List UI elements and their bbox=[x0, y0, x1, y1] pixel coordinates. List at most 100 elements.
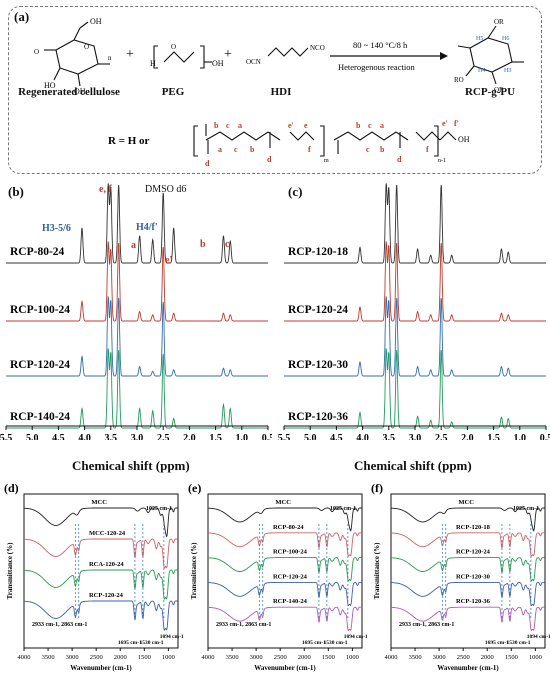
nmr-annot-h356: H3-5/6 bbox=[42, 223, 71, 234]
r-e1: e bbox=[304, 121, 308, 130]
nmr-tick-label: 4.0 bbox=[78, 433, 91, 440]
ftir-tick-label: 2000 bbox=[114, 654, 127, 661]
product-name: RCP-g-PU bbox=[464, 86, 516, 98]
peg-h: H bbox=[150, 59, 156, 68]
r-a2: a bbox=[380, 121, 384, 130]
nmr-tick-label: 2.0 bbox=[183, 433, 196, 440]
nmr-tick-label: 4.0 bbox=[356, 433, 369, 440]
ftir-series-label: RCA-120-24 bbox=[89, 561, 124, 568]
ftir-series-label: RCP-120-24 bbox=[89, 592, 124, 599]
ftir-tick-label: 3000 bbox=[433, 654, 446, 661]
h4-label: H4 bbox=[478, 68, 485, 74]
nmr-series-label: RCP-120-24 bbox=[10, 359, 70, 371]
ftir-frame bbox=[207, 493, 363, 649]
nmr-annot-c: c bbox=[225, 239, 230, 250]
reaction-scheme: OH O O HO OH n + H O OH + OCN NCO 80 ~ 1… bbox=[34, 17, 524, 168]
r-a3: a bbox=[218, 145, 222, 154]
nmr-series-label: RCP-120-30 bbox=[288, 359, 348, 371]
nmr-series-label: RCP-120-36 bbox=[288, 411, 348, 423]
cellulose-oh-bottom: OH bbox=[74, 87, 86, 96]
ftir-tick-label: 1000 bbox=[346, 654, 359, 661]
cellulose-ho: HO bbox=[44, 81, 56, 90]
ftir-tick-label: 1500 bbox=[505, 654, 518, 661]
r-f2: f bbox=[426, 145, 429, 154]
ftir-ylabel: Transmittance (%) bbox=[373, 542, 381, 599]
nmr-series-line bbox=[6, 183, 268, 264]
nmr-tick-label: 4.5 bbox=[52, 433, 65, 440]
ftir-series-label: RCP-120-36 bbox=[456, 598, 491, 605]
ftir-chart-f: MCC RCP-120-18 RCP-120-24 RCP-120-30 RCP-120… bbox=[371, 481, 550, 672]
ftir-annot-1695: 1695 cm-1 bbox=[302, 640, 326, 646]
plus-2: + bbox=[224, 47, 232, 62]
ftir-tick-label: 2000 bbox=[481, 654, 494, 661]
ftir-annot-1025: 1025 cm-1 bbox=[513, 506, 539, 512]
panel-a-frame bbox=[8, 6, 542, 174]
ftir-series-line bbox=[391, 557, 545, 582]
hdi-ocn: OCN bbox=[246, 58, 261, 66]
cellulose-structure bbox=[44, 21, 110, 87]
ftir-series-line bbox=[24, 507, 178, 538]
nmr-series-line bbox=[284, 183, 546, 264]
ftir-series-label: RCP-120-30 bbox=[456, 573, 490, 580]
nmr-annot-b: b bbox=[200, 239, 206, 250]
r-b4: b bbox=[380, 145, 385, 154]
product-or-top: OR bbox=[494, 18, 504, 26]
ftir-tick-label: 4000 bbox=[202, 654, 215, 661]
ftir-annot-2933: 2933 cm-1, 2863 cm-1 bbox=[216, 622, 271, 628]
nmr-series-label: RCP-80-24 bbox=[10, 246, 65, 258]
ftir-panel-label: (f) bbox=[371, 481, 383, 495]
ftir-series-line bbox=[391, 532, 545, 557]
nmr-series-label: RCP-100-24 bbox=[10, 304, 70, 316]
h6-label: H6 bbox=[502, 36, 509, 42]
ftir-tick-label: 1000 bbox=[529, 654, 542, 661]
nmr-series-label: RCP-140-24 bbox=[10, 411, 70, 423]
reactant-cellulose-name: Regenerated cellulose bbox=[18, 86, 120, 98]
ftir-annot-1025: 1025 cm-1 bbox=[146, 506, 172, 512]
nmr-series-label: RCP-120-24 bbox=[288, 304, 348, 316]
ftir-tick-label: 2500 bbox=[457, 654, 470, 661]
r-d3: d bbox=[397, 155, 402, 164]
nmr-annot-ef: e, f bbox=[99, 184, 112, 195]
nmr-series-line bbox=[6, 241, 268, 322]
nmr-tick-label: 0.5 bbox=[262, 433, 272, 440]
ftir-annot-1530: 1530 cm-1 bbox=[324, 640, 348, 646]
nmr-series-label: RCP-120-18 bbox=[288, 246, 348, 258]
cellulose-o-ring: O bbox=[84, 43, 89, 51]
nmr-annot-eprime: e' bbox=[165, 255, 173, 266]
ftir-tick-label: 3000 bbox=[250, 654, 263, 661]
nmr-tick-label: 2.5 bbox=[435, 433, 448, 440]
ftir-annot-1530: 1530 cm-1 bbox=[507, 640, 531, 646]
r-eprime2: e' bbox=[442, 119, 448, 128]
ftir-tick-label: 3000 bbox=[66, 654, 79, 661]
r-c3: c bbox=[234, 145, 238, 154]
ftir-series-label: RCP-120-24 bbox=[456, 549, 491, 556]
nmr-tick-label: 3.5 bbox=[383, 433, 396, 440]
ftir-tick-label: 2500 bbox=[274, 654, 287, 661]
r-c2: c bbox=[368, 121, 372, 130]
ftir-tick-label: 1000 bbox=[162, 654, 175, 661]
panel-a-label: (a) bbox=[14, 9, 30, 24]
r-fprime: f' bbox=[454, 119, 459, 128]
ftir-tick-label: 3500 bbox=[42, 654, 55, 661]
hdi-nco: NCO bbox=[310, 44, 325, 52]
ftir-series-label: RCP-100-24 bbox=[273, 549, 308, 556]
nmr-tick-label: 1.0 bbox=[514, 433, 527, 440]
nmr-tick-label: 2.0 bbox=[461, 433, 474, 440]
ftir-series-line bbox=[24, 569, 178, 600]
ftir-series-label: RCP-80-24 bbox=[273, 524, 304, 531]
ftir-annot-2933: 2933 cm-1, 2863 cm-1 bbox=[32, 622, 87, 628]
ftir-annot-1695: 1695 cm-1 bbox=[485, 640, 509, 646]
nmr-series-line bbox=[6, 296, 268, 377]
ftir-series-line bbox=[391, 507, 545, 532]
panel-b-label: (b) bbox=[8, 184, 24, 199]
product-ro: RO bbox=[454, 76, 464, 84]
ftir-series-line bbox=[208, 581, 362, 607]
r-b1: b bbox=[214, 121, 219, 130]
r-b3: b bbox=[250, 145, 255, 154]
plus-1: + bbox=[126, 47, 134, 62]
r-oh-end: OH bbox=[458, 135, 470, 144]
ftir-series-line bbox=[208, 557, 362, 582]
ftir-series-label: MCC bbox=[91, 499, 107, 506]
r-eprime1: e' bbox=[288, 121, 294, 130]
product-structure bbox=[457, 25, 524, 85]
